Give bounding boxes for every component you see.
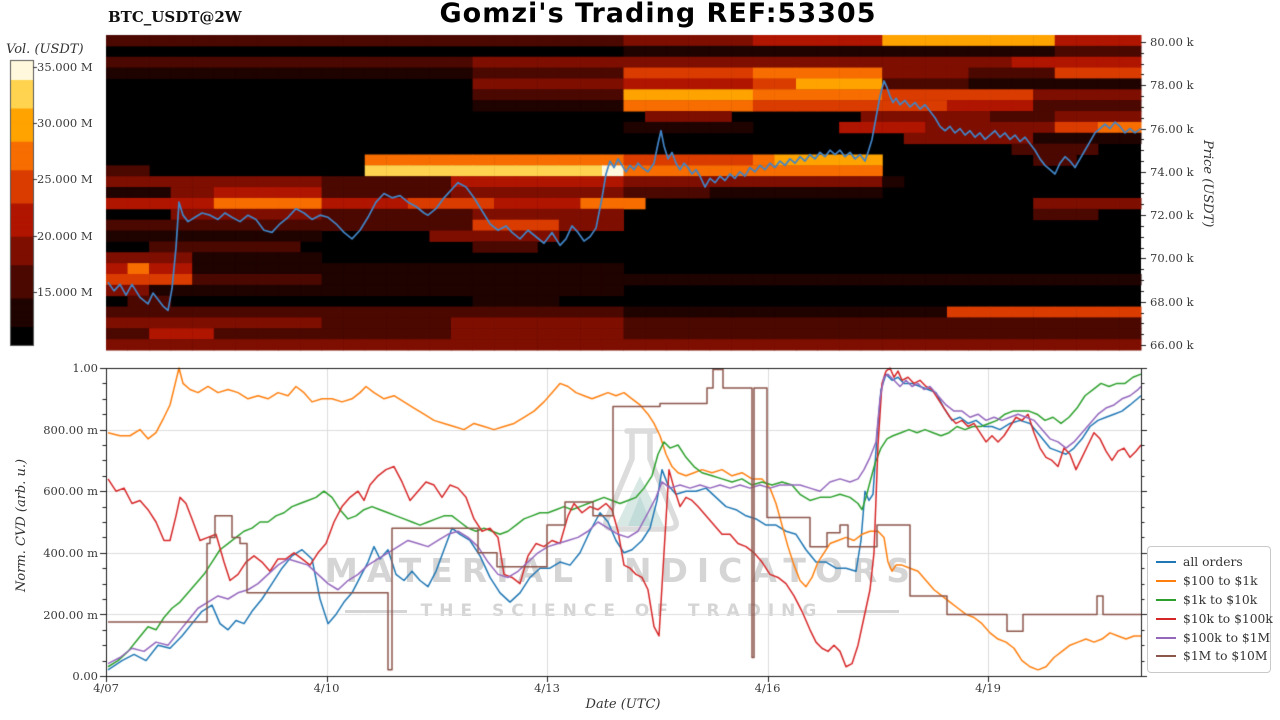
cvd-tick-label: 200.00 m [43, 608, 98, 622]
cvd-axis-label: Norm. CVD (arb. u.) [14, 458, 29, 592]
price-tick-label: 76.00 k [1150, 122, 1194, 136]
price-tick-label: 68.00 k [1150, 295, 1194, 309]
price-axis-label: Price (USDT) [1200, 140, 1215, 228]
cvd-tick-label: 0.00 [72, 669, 98, 683]
legend-line-swatch [1156, 655, 1176, 658]
date-tick-label: 4/07 [93, 681, 119, 695]
price-tick-label: 70.00 k [1150, 251, 1194, 265]
legend-line-swatch [1156, 561, 1176, 564]
legend-item: $100k to $1M [1156, 628, 1270, 647]
colorbar-tick-label: 25.000 M [37, 172, 93, 186]
colorbar-label: Vol. (USDT) [6, 42, 84, 57]
legend-item: $1k to $10k [1156, 591, 1262, 610]
date-tick-label: 4/13 [534, 681, 560, 695]
heatmap-title: BTC_USDT@2W [108, 8, 242, 26]
cvd-tick-label: 800.00 m [43, 423, 98, 437]
legend-line-swatch [1156, 617, 1176, 620]
legend-item: $10k to $100k [1156, 609, 1273, 628]
cvd-tick-label: 1.00 [72, 361, 98, 375]
date-axis-label: Date (UTC) [585, 697, 661, 712]
colorbar-tick-label: 35.000 M [37, 60, 93, 74]
price-tick-label: 74.00 k [1150, 165, 1194, 179]
cvd-tick-label: 400.00 m [43, 546, 98, 560]
date-tick-label: 4/19 [975, 681, 1001, 695]
price-tick-label: 72.00 k [1150, 208, 1194, 222]
legend-label: all orders [1183, 555, 1243, 570]
price-tick-label: 78.00 k [1150, 78, 1194, 92]
legend-label: $1k to $10k [1183, 592, 1258, 607]
legend-line-swatch [1156, 598, 1176, 601]
legend-label: $1M to $10M [1183, 649, 1268, 664]
legend-item: all orders [1156, 553, 1262, 572]
legend-label: $100k to $1M [1183, 630, 1271, 645]
cvd-tick-label: 600.00 m [43, 484, 98, 498]
colorbar-tick-label: 15.000 M [37, 285, 93, 299]
colorbar-tick-label: 20.000 M [37, 229, 93, 243]
price-tick-label: 80.00 k [1150, 35, 1194, 49]
legend-label: $100 to $1k [1183, 574, 1258, 589]
price-tick-label: 66.00 k [1150, 338, 1194, 352]
colorbar-tick-label: 30.000 M [37, 116, 93, 130]
page-title: Gomzi's Trading REF:53305 [439, 0, 877, 29]
legend-line-swatch [1156, 636, 1176, 639]
legend-line-swatch [1156, 580, 1176, 583]
date-tick-label: 4/16 [754, 681, 781, 695]
legend-label: $10k to $100k [1183, 611, 1273, 626]
legend-item: $100 to $1k [1156, 572, 1262, 591]
date-tick-label: 4/10 [313, 681, 340, 695]
legend-item: $1M to $10M [1156, 647, 1267, 666]
legend: all orders $100 to $1k $1k to $10k $10k to … [1147, 546, 1273, 673]
